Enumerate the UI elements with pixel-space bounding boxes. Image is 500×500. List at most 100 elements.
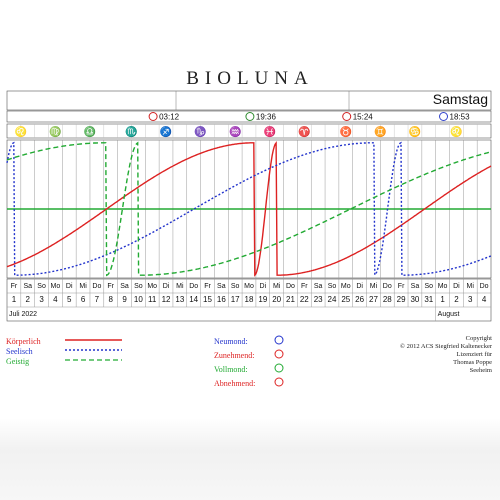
date-label: 22 <box>300 295 309 304</box>
date-label: 18 <box>245 295 254 304</box>
copyright-line: Seeheim <box>469 367 492 374</box>
moon-legend-icon <box>274 377 284 387</box>
date-label: 13 <box>175 295 184 304</box>
moon-legend-icon <box>274 363 284 373</box>
zodiac-sign-icon: ♌ <box>450 125 462 138</box>
moon-legend-icon <box>274 335 284 345</box>
day-name-label: Di <box>356 283 363 290</box>
bottom-shade <box>0 418 500 500</box>
moon-legend-icon <box>274 349 284 359</box>
day-name-label: Do <box>189 283 198 290</box>
zodiac-sign-icon: ♉ <box>340 125 352 138</box>
date-label: 29 <box>397 295 406 304</box>
moon-legend-abnehmend: Abnehmend: <box>214 379 256 388</box>
series-line-geistig <box>6 141 492 277</box>
zodiac-row-frame <box>6 123 492 139</box>
day-name-label: Sa <box>411 283 420 290</box>
day-name-label: Mo <box>147 283 157 290</box>
day-name-label: Sa <box>314 283 323 290</box>
date-label: 12 <box>162 295 171 304</box>
date-label: 26 <box>355 295 364 304</box>
date-label: 10 <box>134 295 143 304</box>
day-name-label: So <box>424 283 433 290</box>
legend-label-koerperlich: Körperlich <box>6 337 41 346</box>
day-name-label: Sa <box>23 283 32 290</box>
day-name-label: Fr <box>204 283 211 290</box>
moon-legend-neumond: Neumond: <box>214 337 248 346</box>
series-line-seelisch <box>6 141 492 277</box>
day-name-label: Mo <box>438 283 448 290</box>
date-label: 8 <box>108 295 113 304</box>
day-name-label: So <box>328 283 337 290</box>
date-label: 21 <box>286 295 295 304</box>
date-label: 4 <box>482 295 487 304</box>
date-label: 2 <box>454 295 459 304</box>
moon-phase-icon <box>342 112 352 121</box>
day-name-label: Fr <box>107 283 114 290</box>
zodiac-sign-icon: ♓ <box>264 125 276 138</box>
date-label: 11 <box>148 295 157 304</box>
moon-phase-icon <box>148 112 158 121</box>
date-label: 20 <box>272 295 281 304</box>
date-label: 17 <box>231 295 240 304</box>
zodiac-sign-icon: ♐ <box>160 125 172 138</box>
copyright-line: Copyright <box>465 335 492 342</box>
day-name-label: Mo <box>244 283 254 290</box>
zodiac-sign-icon: ♎ <box>84 125 96 138</box>
legend-label-geistig: Geistig <box>6 357 30 366</box>
moon-row-frame <box>6 110 492 123</box>
zodiac-sign-icon: ♍ <box>49 125 61 138</box>
date-label: 14 <box>189 295 198 304</box>
date-label: 2 <box>26 295 31 304</box>
zodiac-sign-icon: ♑ <box>194 125 206 138</box>
axis-frame <box>6 278 492 322</box>
date-label: 3 <box>39 295 44 304</box>
day-name-label: Mi <box>273 283 281 290</box>
zodiac-sign-icon: ♊ <box>374 125 386 138</box>
date-label: 1 <box>440 295 445 304</box>
day-name-label: Di <box>260 283 267 290</box>
date-label: 15 <box>203 295 212 304</box>
copyright-line: Thomas Poppe <box>453 359 492 366</box>
zodiac-sign-icon: ♋ <box>409 125 421 138</box>
series-line-koerperlich <box>6 140 492 277</box>
date-label: 7 <box>95 295 100 304</box>
moon-phase-icon <box>245 112 255 121</box>
copyright-line: © 2012 ACS Siegfried Kaltenecker <box>400 343 492 350</box>
day-name-label: Do <box>92 283 101 290</box>
date-label: 31 <box>424 295 433 304</box>
header-frame <box>6 90 492 111</box>
day-name-label: Di <box>163 283 170 290</box>
date-label: 24 <box>328 295 337 304</box>
zodiac-sign-icon: ♈ <box>298 125 310 138</box>
day-name-label: Sa <box>120 283 129 290</box>
date-label: 6 <box>81 295 86 304</box>
date-label: 28 <box>383 295 392 304</box>
zodiac-sign-icon: ♏ <box>125 125 137 138</box>
date-label: 1 <box>12 295 17 304</box>
moon-legend-vollmond: Vollmond: <box>214 365 248 374</box>
zodiac-sign-icon: ♌ <box>15 125 27 138</box>
day-name-label: So <box>134 283 143 290</box>
date-label: 19 <box>258 295 267 304</box>
day-name-label: Sa <box>217 283 226 290</box>
day-name-label: Mi <box>79 283 87 290</box>
date-label: 9 <box>122 295 127 304</box>
day-name-label: Mo <box>51 283 61 290</box>
day-name-label: So <box>231 283 240 290</box>
day-name-label: Do <box>480 283 489 290</box>
day-name-label: Di <box>66 283 73 290</box>
day-name-label: So <box>37 283 46 290</box>
date-label: 16 <box>217 295 226 304</box>
date-label: 27 <box>369 295 378 304</box>
zodiac-sign-icon: ♒ <box>229 125 241 138</box>
day-name-label: Fr <box>11 283 18 290</box>
moon-phase-time: 03:12 <box>159 113 180 122</box>
date-label: 23 <box>314 295 323 304</box>
month-label: Juli 2022 <box>9 311 37 318</box>
day-name-label: Di <box>453 283 460 290</box>
date-label: 30 <box>410 295 419 304</box>
moon-phase-time: 15:24 <box>353 113 374 122</box>
